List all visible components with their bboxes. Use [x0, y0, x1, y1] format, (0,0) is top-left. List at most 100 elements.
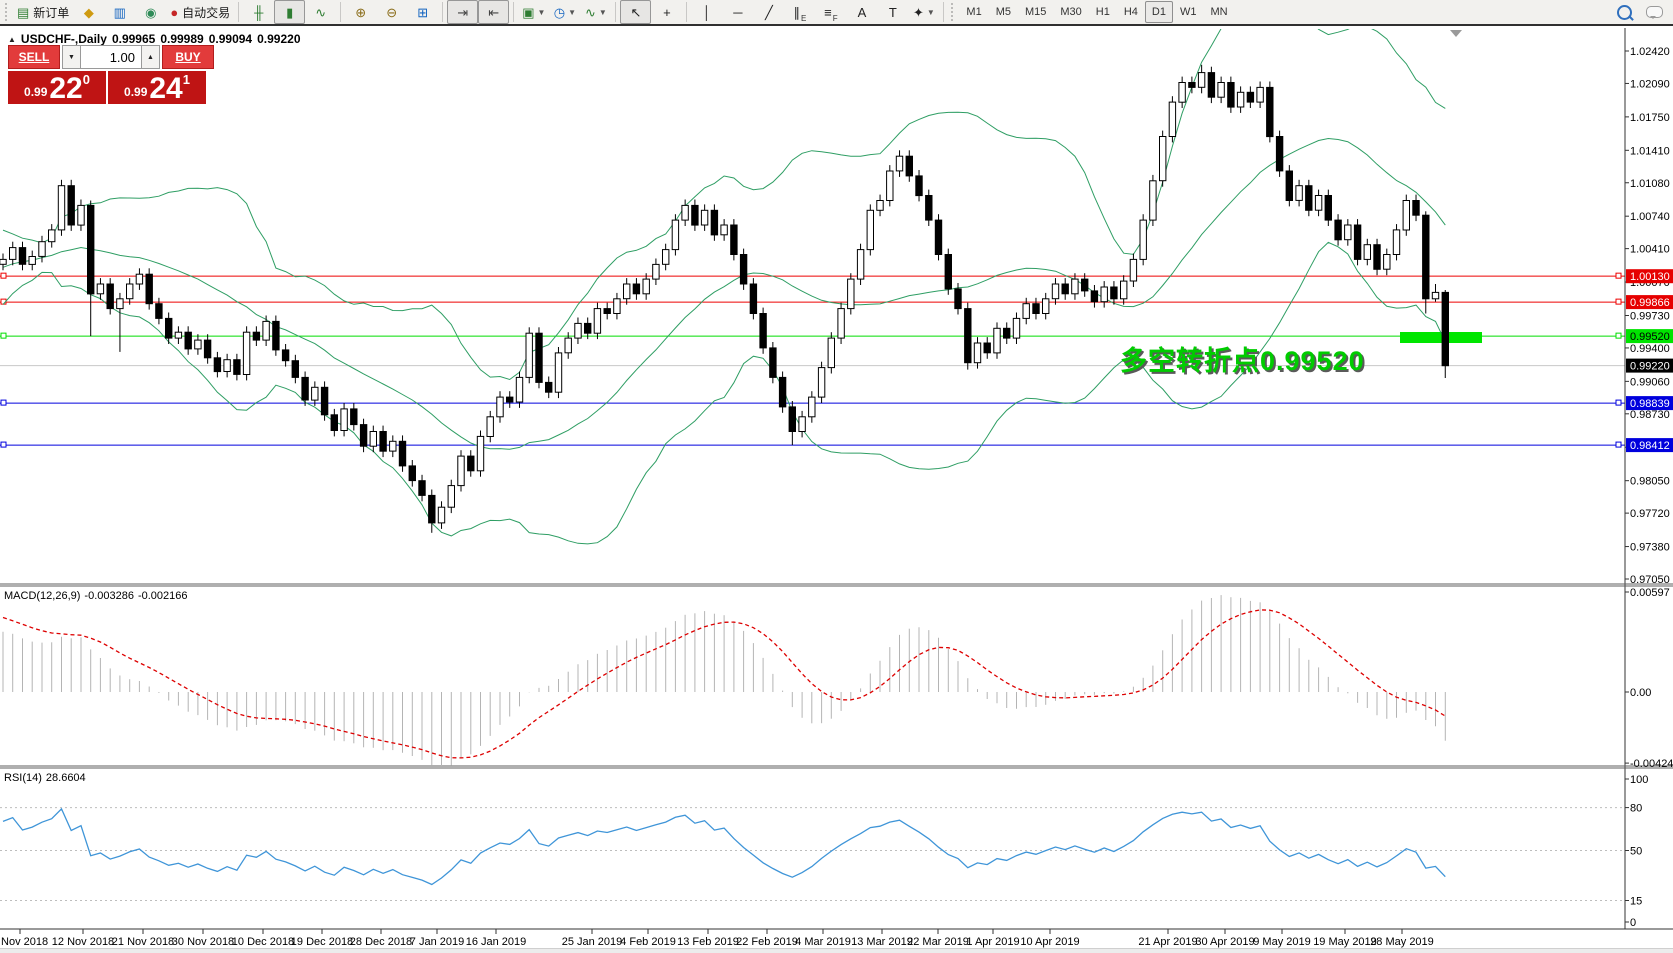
svg-text:0: 0 [1630, 917, 1636, 929]
price-axis[interactable]: 1.02420 1.02090 1.01750 1.01410 1.01080 1.007… [1624, 28, 1673, 929]
svg-text:1.01410: 1.01410 [1630, 145, 1670, 157]
ohlc-low: 0.99094 [208, 32, 253, 46]
fibonacci-button[interactable]: ≡ F [815, 0, 846, 24]
timeframe-button-m1[interactable]: M1 [966, 6, 982, 18]
bar-chart-button[interactable]: ╫ [243, 0, 274, 24]
auto-trading-button[interactable]: ● 自动交易 [166, 0, 234, 24]
svg-text:0.99060: 0.99060 [1630, 376, 1670, 388]
toolbar-grip [951, 3, 956, 21]
timeframe-button-m15[interactable]: M15 [1024, 6, 1047, 18]
horizontal-line-button[interactable]: ─ [722, 0, 753, 24]
svg-text:0.97380: 0.97380 [1630, 542, 1670, 554]
buy-price-box[interactable]: 0.99 24 1 [108, 71, 206, 104]
chart-window: 1.02420 1.02090 1.01750 1.01410 1.01080 1.007… [0, 28, 1673, 953]
rsi-axis[interactable]: 100 80 50 15 0 [1625, 774, 1648, 929]
horizontal-levels[interactable] [0, 272, 1625, 448]
svg-text:0.98839: 0.98839 [1630, 398, 1670, 410]
svg-text:16 Jan 2019: 16 Jan 2019 [466, 936, 527, 948]
auto-scroll-button[interactable]: ⇥ [447, 0, 479, 24]
search-icon[interactable] [1617, 4, 1632, 20]
svg-text:19 Dec 2018: 19 Dec 2018 [291, 936, 353, 948]
rsi-line [2, 807, 1446, 886]
status-strip [0, 948, 1673, 953]
sell-button[interactable]: SELL [8, 45, 60, 69]
zoom-in-button[interactable]: ⊕ [345, 0, 376, 24]
dropdown-caret-icon[interactable]: ▼ [537, 7, 546, 17]
bar-chart-icon: ╫ [254, 4, 264, 20]
timeframe-button-h4[interactable]: H4 [1123, 6, 1138, 18]
channel-button[interactable]: ∥ E [784, 0, 815, 24]
ohlc-open: 0.99965 [111, 32, 156, 46]
candlestick-chart-icon: ▮ [286, 4, 294, 20]
bollinger-upper [2, 29, 1446, 381]
trendline-button[interactable]: ╱ [753, 0, 784, 24]
text-button[interactable]: A [846, 0, 877, 24]
volume-increase-button[interactable]: ▲ [141, 45, 160, 69]
macd-axis[interactable]: 0.00597 0.00 -0.004243 [1625, 587, 1673, 770]
dropdown-caret-icon[interactable]: ▼ [926, 7, 935, 17]
indicators-button[interactable]: ∿ ▼ [580, 0, 611, 24]
indicators-icon: ∿ [584, 4, 596, 20]
candlestick-chart-button[interactable]: ▮ [274, 0, 306, 24]
volume-input[interactable] [81, 46, 141, 68]
auto-trading-icon: ● [170, 4, 179, 20]
tile-windows-icon: ⊞ [417, 4, 429, 20]
timeframe-button-m30[interactable]: M30 [1060, 6, 1082, 18]
text-label-button[interactable]: T [877, 0, 908, 24]
svg-text:0.98050: 0.98050 [1630, 476, 1670, 488]
new-chart-button[interactable]: ▣ ▼ [518, 0, 549, 24]
timeframe-button-d1[interactable]: D1 [1144, 1, 1173, 23]
gold-tool-icon: ◆ [83, 4, 94, 20]
arrows-button[interactable]: ✦ ▼ [908, 0, 939, 24]
toolbar-separator [238, 2, 240, 22]
svg-text:21 Apr 2019: 21 Apr 2019 [1138, 936, 1197, 948]
collapse-panel-icon[interactable]: ▲ [8, 34, 16, 44]
bollinger-bands [2, 29, 1446, 545]
svg-text:30 Nov 2018: 30 Nov 2018 [172, 936, 234, 948]
timeframe-button-m5[interactable]: M5 [995, 6, 1011, 18]
timeframe-button-w1[interactable]: W1 [1179, 6, 1197, 18]
crosshair-button[interactable]: + [651, 0, 682, 24]
volume-decrease-button[interactable]: ▼ [62, 45, 81, 69]
highlight-bar[interactable] [1400, 332, 1482, 343]
chart-shift-marker-icon[interactable] [1450, 30, 1462, 37]
one-click-trading-panel: SELL ▼ ▲ BUY 0.99 22 0 0.99 24 1 [8, 45, 220, 104]
gold-tool-button[interactable]: ◆ [73, 0, 104, 24]
toolbar: ▤ 新订单 ◆ ▥ ◉ ● 自动交易 ╫ ▮ ∿ ⊕ ⊖ ⊞ ⇥ ⇤ ▣ ▼ ◷ ▼ ∿ ▼ ↖ + │ ─ ╱ ∥ E ≡ F A T ✦ ▼ M… [0, 0, 1673, 26]
svg-text:0.00597: 0.00597 [1630, 587, 1670, 599]
svg-text:13 Mar 2019: 13 Mar 2019 [851, 936, 913, 948]
rsi-value: 28.6604 [45, 772, 86, 784]
chart-canvas[interactable]: 1.02420 1.02090 1.01750 1.01410 1.01080 1.007… [0, 28, 1673, 952]
charts-window-button[interactable]: ▥ [104, 0, 135, 24]
period-clock-button[interactable]: ◷ ▼ [549, 0, 580, 24]
macd-label: MACD(12,26,9) -0.003286 -0.002166 [4, 590, 192, 602]
chart-shift-button[interactable]: ⇤ [478, 0, 510, 24]
cursor-button[interactable]: ↖ [620, 0, 652, 24]
svg-text:25 Jan 2019: 25 Jan 2019 [562, 936, 623, 948]
symbol-period-label: USDCHF-,Daily [20, 32, 107, 46]
new-order-button-label: 新订单 [33, 5, 70, 20]
vertical-line-button[interactable]: │ [691, 0, 722, 24]
zoom-out-button[interactable]: ⊖ [376, 0, 407, 24]
crosshair-icon: + [663, 4, 671, 20]
signals-button[interactable]: ◉ [135, 0, 166, 24]
svg-text:0.99520: 0.99520 [1630, 331, 1670, 343]
dropdown-caret-icon[interactable]: ▼ [568, 7, 577, 17]
tile-windows-button[interactable]: ⊞ [407, 0, 438, 24]
new-order-button[interactable]: ▤ 新订单 [13, 0, 73, 24]
zoom-in-icon: ⊕ [355, 4, 367, 20]
zoom-out-icon: ⊖ [386, 4, 398, 20]
chat-icon[interactable] [1646, 6, 1663, 19]
sell-price-box[interactable]: 0.99 22 0 [8, 71, 106, 104]
svg-text:21 Nov 2018: 21 Nov 2018 [112, 936, 174, 948]
svg-text:0.99400: 0.99400 [1630, 343, 1670, 355]
buy-button[interactable]: BUY [162, 45, 214, 69]
timeframe-button-mn[interactable]: MN [1210, 6, 1228, 18]
svg-text:0.98730: 0.98730 [1630, 409, 1670, 421]
timeframe-button-h1[interactable]: H1 [1095, 6, 1110, 18]
line-chart-button[interactable]: ∿ [305, 0, 336, 24]
dropdown-caret-icon[interactable]: ▼ [598, 7, 607, 17]
svg-text:1 Apr 2019: 1 Apr 2019 [966, 936, 1019, 948]
svg-text:0.99220: 0.99220 [1630, 361, 1670, 373]
